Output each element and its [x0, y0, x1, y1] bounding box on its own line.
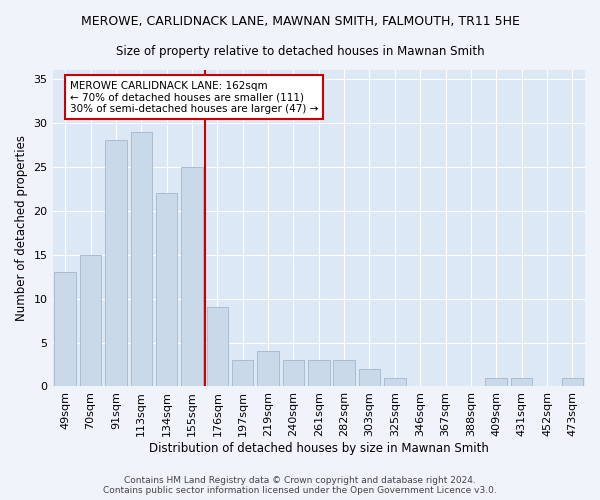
Bar [181, 166, 203, 386]
Bar [55, 272, 76, 386]
Bar [511, 378, 532, 386]
Bar [334, 360, 355, 386]
Y-axis label: Number of detached properties: Number of detached properties [15, 135, 28, 321]
X-axis label: Distribution of detached houses by size in Mawnan Smith: Distribution of detached houses by size … [149, 442, 489, 455]
Bar [308, 360, 329, 386]
Bar [257, 352, 279, 386]
Bar [156, 193, 178, 386]
Bar [359, 369, 380, 386]
Bar [485, 378, 507, 386]
Bar [105, 140, 127, 386]
Text: Contains HM Land Registry data © Crown copyright and database right 2024.
Contai: Contains HM Land Registry data © Crown c… [103, 476, 497, 495]
Bar [562, 378, 583, 386]
Bar [232, 360, 253, 386]
Bar [131, 132, 152, 386]
Text: MEROWE CARLIDNACK LANE: 162sqm
← 70% of detached houses are smaller (111)
30% of: MEROWE CARLIDNACK LANE: 162sqm ← 70% of … [70, 80, 318, 114]
Text: Size of property relative to detached houses in Mawnan Smith: Size of property relative to detached ho… [116, 45, 484, 58]
Bar [80, 254, 101, 386]
Text: MEROWE, CARLIDNACK LANE, MAWNAN SMITH, FALMOUTH, TR11 5HE: MEROWE, CARLIDNACK LANE, MAWNAN SMITH, F… [80, 15, 520, 28]
Bar [206, 308, 228, 386]
Bar [283, 360, 304, 386]
Bar [384, 378, 406, 386]
